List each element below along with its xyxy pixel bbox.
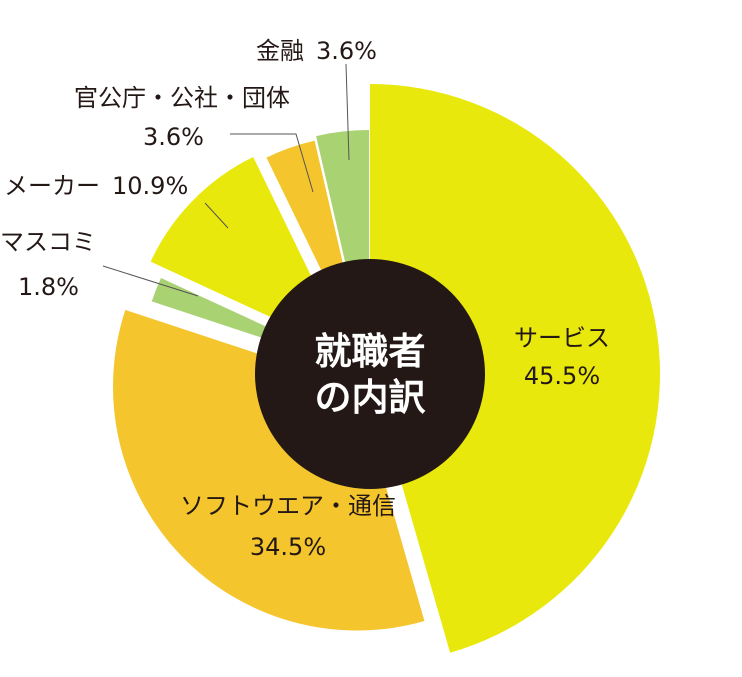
leader-masukomi [102,265,199,297]
label-government-name: 官公庁・公社・団体 [74,84,290,112]
leader-government [230,133,314,193]
center-title-line-1: 就職者 [315,330,426,373]
center-title-line-2: の内訳 [315,376,426,419]
label-software-value: 34.5% [250,533,326,561]
label-masukomi-value: 1.8% [18,273,79,301]
leader-finance [345,63,350,161]
label-masukomi-name: マスコミ [0,228,96,256]
slice-service [370,84,661,653]
label-maker: メーカー 10.9% [4,172,188,200]
center-disc [255,259,485,489]
label-service-name: サービス [514,324,610,352]
leader-lines [102,63,350,297]
label-software-name: ソフトウエア・通信 [180,492,396,520]
label-service-value: 45.5% [524,362,600,390]
label-government-value: 3.6% [143,123,204,151]
leader-maker [204,202,229,229]
label-finance: 金融 3.6% [256,37,377,65]
